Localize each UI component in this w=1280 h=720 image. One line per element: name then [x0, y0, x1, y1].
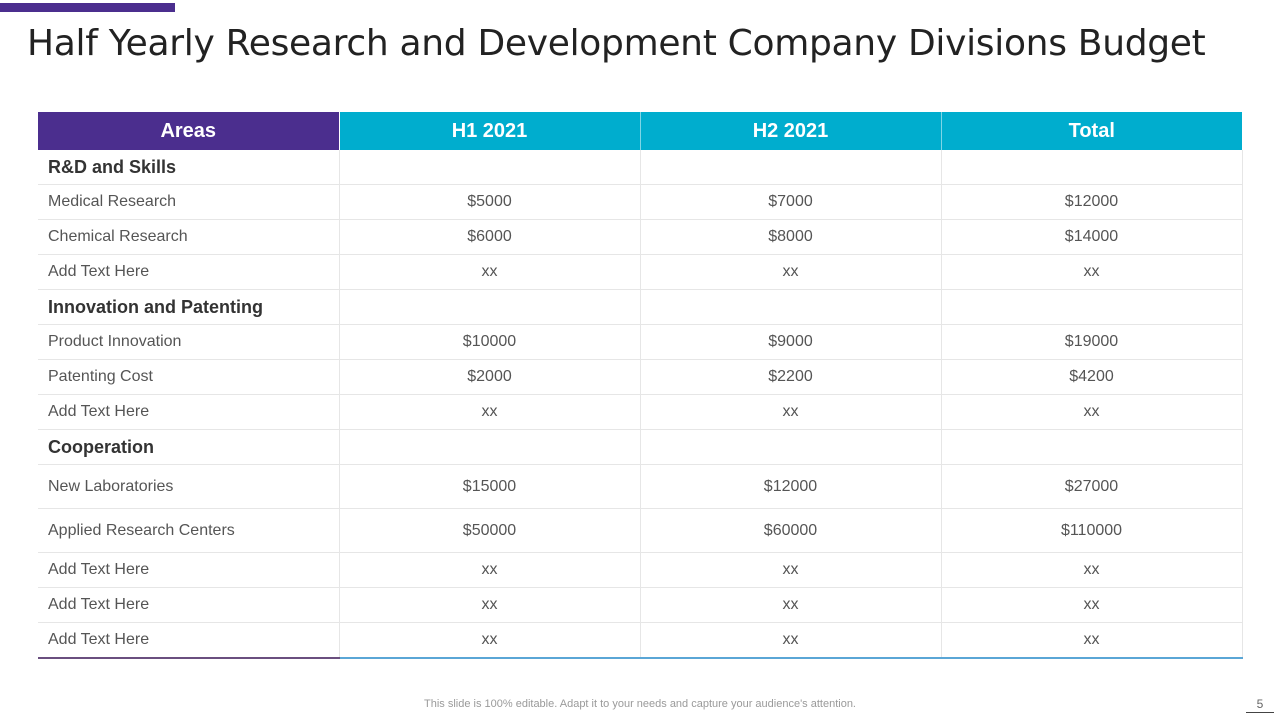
cell-h1: xx	[339, 254, 641, 290]
cell-h2: $8000	[640, 219, 942, 255]
row-label: Add Text Here	[38, 587, 340, 623]
header-total: Total	[941, 112, 1242, 150]
row-label: Medical Research	[38, 184, 340, 220]
row-label: Add Text Here	[38, 622, 340, 659]
title-accent-bar	[0, 3, 175, 12]
table-row: New Laboratories $15000 $12000 $27000	[38, 464, 1243, 509]
cell-h2	[640, 150, 942, 185]
row-label: Chemical Research	[38, 219, 340, 255]
table-row: Add Text Here xx xx xx	[38, 622, 1243, 659]
row-label: Add Text Here	[38, 552, 340, 588]
cell-h2: xx	[640, 394, 942, 430]
table-row: Chemical Research $6000 $8000 $14000	[38, 219, 1243, 255]
table-row: Product Innovation $10000 $9000 $19000	[38, 324, 1243, 360]
cell-total: $12000	[941, 184, 1243, 220]
cell-h2	[640, 289, 942, 325]
table-row: Add Text Here xx xx xx	[38, 394, 1243, 430]
cell-total: xx	[941, 394, 1243, 430]
cell-total: xx	[941, 552, 1243, 588]
cell-total: xx	[941, 587, 1243, 623]
cell-total	[941, 289, 1243, 325]
header-areas: Areas	[38, 112, 340, 150]
cell-h2: $9000	[640, 324, 942, 360]
cell-h1: $50000	[339, 508, 641, 553]
cell-total: xx	[941, 622, 1243, 659]
section-row-rd-skills: R&D and Skills	[38, 150, 1243, 185]
cell-h1	[339, 150, 641, 185]
cell-h2: xx	[640, 254, 942, 290]
table-row: Add Text Here xx xx xx	[38, 254, 1243, 290]
table-row: Applied Research Centers $50000 $60000 $…	[38, 508, 1243, 553]
cell-total: $110000	[941, 508, 1243, 553]
table-row: Add Text Here xx xx xx	[38, 552, 1243, 588]
cell-h2: xx	[640, 622, 942, 659]
cell-h1: xx	[339, 622, 641, 659]
page-number: 5	[1246, 697, 1274, 713]
cell-h2: $7000	[640, 184, 942, 220]
cell-h2	[640, 429, 942, 465]
cell-total	[941, 150, 1243, 185]
cell-h2: $12000	[640, 464, 942, 509]
section-label: Innovation and Patenting	[38, 289, 340, 325]
header-h1-2021: H1 2021	[339, 112, 641, 150]
section-row-innovation-patenting: Innovation and Patenting	[38, 289, 1243, 325]
row-label: Patenting Cost	[38, 359, 340, 395]
cell-total	[941, 429, 1243, 465]
cell-h1: xx	[339, 394, 641, 430]
cell-h2: xx	[640, 552, 942, 588]
section-label: Cooperation	[38, 429, 340, 465]
table-row: Patenting Cost $2000 $2200 $4200	[38, 359, 1243, 395]
cell-h1: $2000	[339, 359, 641, 395]
table-header-row: Areas H1 2021 H2 2021 Total	[38, 112, 1242, 150]
table-row: Add Text Here xx xx xx	[38, 587, 1243, 623]
cell-h1: xx	[339, 587, 641, 623]
footer-note: This slide is 100% editable. Adapt it to…	[424, 698, 856, 710]
cell-h1: $6000	[339, 219, 641, 255]
header-h2-2021: H2 2021	[640, 112, 942, 150]
row-label: New Laboratories	[38, 464, 340, 509]
section-row-cooperation: Cooperation	[38, 429, 1243, 465]
cell-total: $19000	[941, 324, 1243, 360]
cell-h1: $15000	[339, 464, 641, 509]
row-label: Product Innovation	[38, 324, 340, 360]
cell-total: xx	[941, 254, 1243, 290]
budget-table: Areas H1 2021 H2 2021 Total R&D and Skil…	[38, 112, 1243, 659]
cell-h2: xx	[640, 587, 942, 623]
cell-h2: $60000	[640, 508, 942, 553]
cell-h1	[339, 429, 641, 465]
slide-title: Half Yearly Research and Development Com…	[27, 23, 1206, 64]
row-label: Add Text Here	[38, 254, 340, 290]
cell-total: $27000	[941, 464, 1243, 509]
cell-total: $14000	[941, 219, 1243, 255]
cell-h2: $2200	[640, 359, 942, 395]
cell-h1: $5000	[339, 184, 641, 220]
row-label: Add Text Here	[38, 394, 340, 430]
cell-h1: $10000	[339, 324, 641, 360]
table-row: Medical Research $5000 $7000 $12000	[38, 184, 1243, 220]
cell-total: $4200	[941, 359, 1243, 395]
cell-h1	[339, 289, 641, 325]
row-label: Applied Research Centers	[38, 508, 340, 553]
cell-h1: xx	[339, 552, 641, 588]
section-label: R&D and Skills	[38, 150, 340, 185]
